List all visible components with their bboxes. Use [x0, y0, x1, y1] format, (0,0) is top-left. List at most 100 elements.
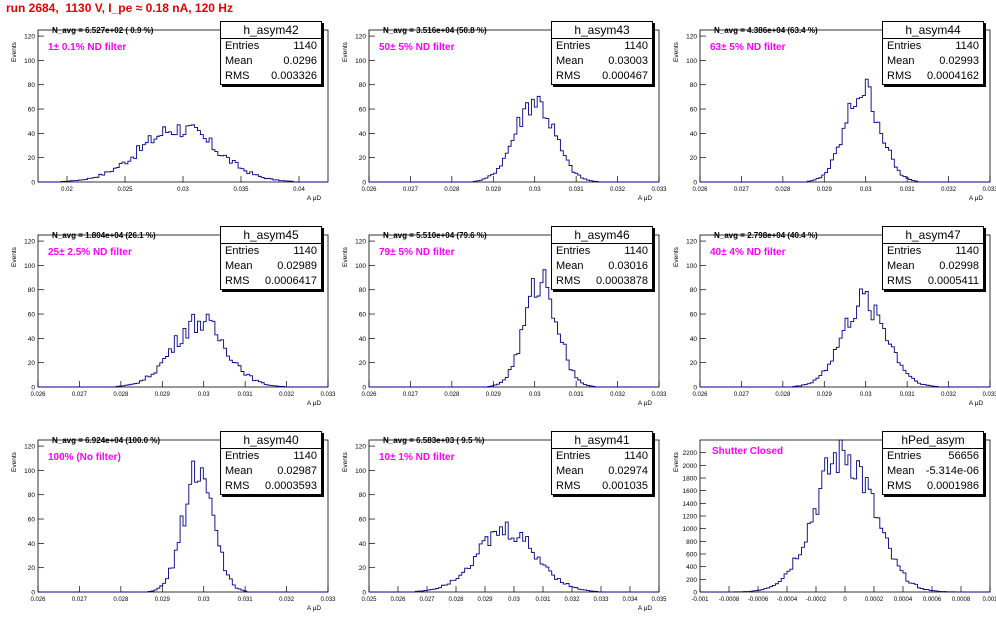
navg-annotation: N_avg = 1.804e+04 (26.1 %) [52, 231, 156, 240]
x-tick-label: 0.03 [860, 187, 872, 193]
x-tick-label: 0.031 [535, 597, 551, 603]
y-tick-label: 600 [686, 552, 697, 559]
histogram-panel-h_asym44: 0 20 40 60 80 100 120 0.026 0.027 0.028 0.029 0.03 0… [670, 20, 996, 225]
filter-annotation: 40± 4% ND filter [710, 247, 786, 258]
x-tick-label: 0.031 [900, 187, 916, 193]
mean-label: Mean [556, 260, 584, 272]
x-tick-label: 0.03 [198, 392, 210, 398]
x-tick-label: 0.025 [117, 187, 133, 193]
x-tick-label: 0.033 [651, 187, 667, 193]
x-axis-label: A μD [638, 605, 653, 612]
x-tick-label: 0.028 [775, 187, 791, 193]
filter-annotation: 50± 5% ND filter [379, 42, 455, 53]
x-tick-label: 0.033 [651, 392, 667, 398]
x-tick-label: 0.03 [529, 187, 541, 193]
x-axis-label: A μD [307, 400, 322, 407]
y-tick-label: 2000 [683, 463, 698, 470]
y-axis-label: Events [673, 41, 680, 62]
x-tick-label: 0.031 [569, 187, 585, 193]
x-tick-label: 0.029 [486, 392, 502, 398]
histogram-name: h_asym46 [552, 227, 652, 244]
entries-value: 1140 [955, 245, 979, 257]
rms-value: 0.0003593 [265, 480, 317, 492]
x-axis-label: A μD [638, 400, 653, 407]
x-tick-label: 0.027 [72, 597, 88, 603]
y-tick-label: 0 [31, 590, 35, 597]
x-tick-label: 0.032 [941, 187, 957, 193]
y-tick-label: 40 [359, 541, 367, 548]
x-tick-label: 0.032 [279, 392, 295, 398]
y-tick-label: 800 [686, 539, 697, 546]
x-tick-label: 0.034 [622, 597, 638, 603]
histogram-name: hPed_asym [883, 432, 983, 449]
x-tick-label: 0.033 [593, 597, 609, 603]
entries-label: Entries [887, 450, 922, 462]
plot-frame [37, 234, 329, 388]
y-tick-label: 40 [359, 131, 367, 138]
y-tick-label: 120 [355, 239, 366, 246]
histogram-plot: 0 20 40 60 80 100 120 0.02 0.025 0.03 0.035 0.04 Eve… [11, 29, 329, 202]
x-tick-label: 0.001 [982, 597, 996, 603]
x-tick-label: 0.028 [448, 597, 464, 603]
y-tick-label: 40 [690, 336, 698, 343]
y-tick-label: 80 [28, 287, 36, 294]
x-tick-label: 0.031 [238, 392, 254, 398]
stats-box: h_asym44 Entries 1140 Mean 0.02993 RMS 0.00… [882, 21, 984, 85]
y-axis-label: Events [673, 246, 680, 267]
mean-label: Mean [887, 465, 915, 477]
y-tick-label: 20 [690, 360, 698, 367]
x-tick-label: 0.029 [477, 597, 493, 603]
plot-frame [368, 29, 660, 183]
x-tick-label: 0.03 [529, 392, 541, 398]
plot-frame [368, 234, 660, 388]
y-tick-label: 0 [31, 180, 35, 187]
mean-value: 0.02998 [939, 260, 979, 272]
mean-value: 0.0296 [283, 55, 317, 67]
y-tick-label: 60 [359, 517, 367, 524]
y-tick-label: 20 [690, 155, 698, 162]
mean-value: 0.02987 [277, 465, 317, 477]
x-tick-label: 0.0008 [952, 597, 971, 603]
histogram-panel-h_asym47: 0 20 40 60 80 100 120 0.026 0.027 0.028 0.029 0.03 0… [670, 225, 996, 430]
histogram-panel-h_asym45: 0 20 40 60 80 100 120 0.026 0.027 0.028 0.029 0.03 0… [8, 225, 338, 430]
mean-label: Mean [225, 465, 253, 477]
x-tick-label: 0.026 [361, 392, 377, 398]
x-tick-label: 0.029 [817, 187, 833, 193]
y-tick-label: 1400 [683, 501, 698, 508]
x-tick-label: 0.031 [900, 392, 916, 398]
x-tick-label: 0.026 [30, 597, 46, 603]
y-tick-label: 40 [28, 336, 36, 343]
mean-value: 0.03016 [608, 260, 648, 272]
x-tick-label: 0.027 [72, 392, 88, 398]
stats-box: h_asym40 Entries 1140 Mean 0.02987 RMS 0.00… [220, 431, 322, 495]
histogram-panel-h_asym41: 0 20 40 60 80 100 120 0.025 0.026 0.027 0.028 0.029… [339, 430, 669, 635]
histogram-series [369, 95, 659, 183]
histogram-series [38, 313, 328, 388]
x-tick-label: 0.032 [610, 392, 626, 398]
x-tick-label: 0.029 [155, 597, 171, 603]
y-tick-label: 100 [355, 468, 366, 475]
histogram-plot: 0 200 400 600 800 1000 1200 1400 1600 1800 2000 220… [673, 439, 996, 603]
y-tick-label: 20 [28, 155, 36, 162]
x-tick-label: 0.033 [982, 187, 996, 193]
histogram-name: h_asym42 [221, 22, 321, 39]
histogram-panel-hPed_asym: 0 200 400 600 800 1000 1200 1400 1600 1800 2000 220… [670, 430, 996, 635]
x-tick-label: 0.035 [233, 187, 249, 193]
histogram-panel-h_asym42: 0 20 40 60 80 100 120 0.02 0.025 0.03 0.035 0.04 Eve… [8, 20, 338, 225]
rms-label: RMS [887, 480, 912, 492]
y-tick-label: 0 [362, 590, 366, 597]
mean-value: 0.02989 [277, 260, 317, 272]
y-tick-label: 80 [690, 82, 698, 89]
x-tick-label: 0.027 [403, 187, 419, 193]
x-axis-label: A μD [307, 605, 322, 612]
y-tick-label: 60 [28, 107, 36, 114]
x-tick-label: 0.032 [279, 597, 295, 603]
x-tick-label: -0.0004 [777, 597, 798, 603]
rms-label: RMS [225, 480, 250, 492]
stats-box: h_asym46 Entries 1140 Mean 0.03016 RMS 0.00… [551, 226, 653, 290]
histogram-series [38, 124, 328, 183]
x-tick-label: 0.031 [569, 392, 585, 398]
rms-label: RMS [225, 70, 250, 82]
